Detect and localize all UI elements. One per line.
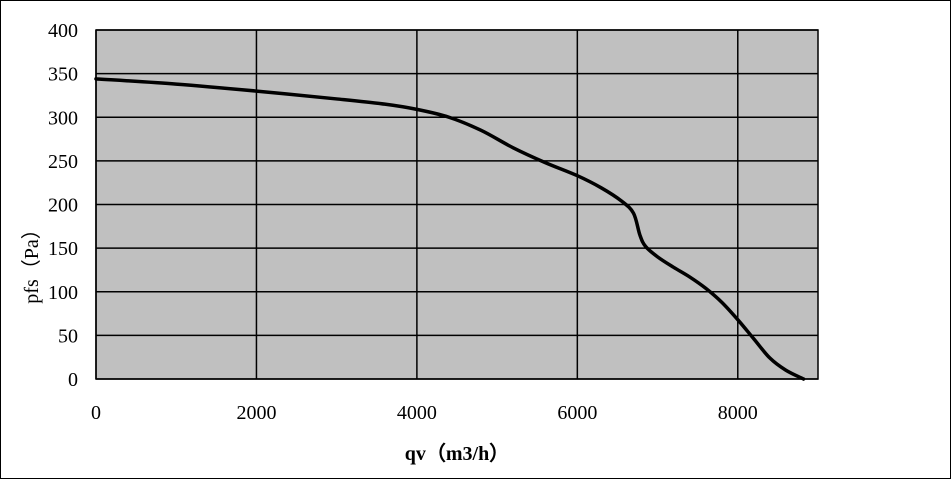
y-tick-label-50: 50 (58, 325, 78, 347)
x-tick-label-4000: 4000 (397, 402, 437, 424)
series-layer (94, 77, 806, 381)
y-tick-label-0: 0 (68, 369, 78, 391)
x-tick-labels: 0 2000 4000 6000 8000 (91, 402, 758, 424)
x-tick-label-8000: 8000 (718, 402, 758, 424)
plot-border (95, 29, 819, 380)
y-tick-label-350: 350 (48, 64, 78, 86)
y-tick-label-400: 400 (48, 20, 78, 42)
series-line-0 (94, 77, 806, 381)
y-tick-label-150: 150 (48, 238, 78, 260)
y-tick-labels: 0 50 100 150 200 250 300 350 400 (48, 20, 78, 391)
x-tick-label-6000: 6000 (557, 402, 597, 424)
y-tick-label-250: 250 (48, 151, 78, 173)
y-tick-label-300: 300 (48, 107, 78, 129)
y-tick-label-200: 200 (48, 195, 78, 217)
x-axis-title: qv（m3/h） (405, 442, 509, 465)
x-tick-label-0: 0 (91, 402, 101, 424)
y-tick-label-100: 100 (48, 282, 78, 304)
y-axis-title: pfs（Pa） (20, 219, 43, 303)
x-tick-label-2000: 2000 (236, 402, 276, 424)
